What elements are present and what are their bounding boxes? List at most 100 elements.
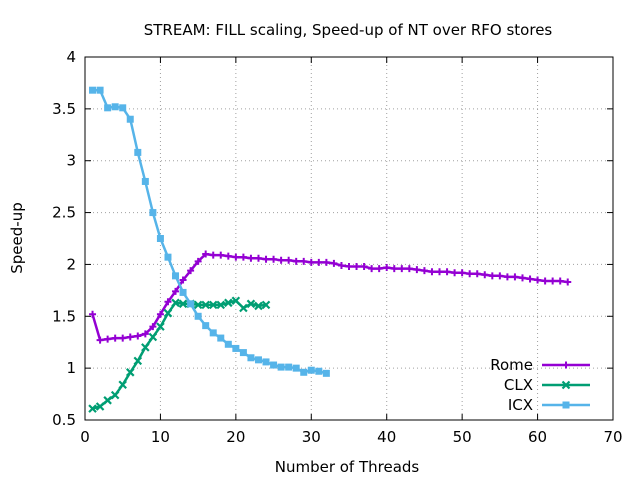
series-line xyxy=(91,252,568,342)
data-point xyxy=(111,334,119,342)
data-point xyxy=(104,335,112,343)
data-point xyxy=(201,300,210,310)
x-tick-label: 0 xyxy=(80,428,90,446)
data-point xyxy=(172,287,180,295)
data-point xyxy=(315,367,323,375)
data-point xyxy=(96,336,104,344)
data-point xyxy=(270,255,278,263)
series-rome xyxy=(89,250,572,344)
data-point xyxy=(126,115,134,123)
data-point xyxy=(322,258,330,266)
data-point xyxy=(232,253,240,261)
legend: Rome CLX ICX xyxy=(490,356,590,414)
data-point xyxy=(315,258,323,266)
data-point xyxy=(443,268,451,276)
data-point xyxy=(172,272,180,280)
data-point xyxy=(337,261,345,269)
data-point xyxy=(254,254,262,262)
grid-lines xyxy=(85,57,613,420)
data-point xyxy=(345,263,353,271)
data-point xyxy=(96,86,104,94)
data-point xyxy=(133,356,143,366)
data-point xyxy=(285,256,293,264)
data-point xyxy=(194,312,202,320)
data-point xyxy=(262,358,270,366)
data-point xyxy=(224,340,232,348)
data-point xyxy=(562,401,570,409)
x-axis-label: Number of Threads xyxy=(275,458,420,476)
data-point xyxy=(292,257,300,265)
x-tick-label: 40 xyxy=(377,428,396,446)
data-point xyxy=(110,390,120,400)
data-point xyxy=(187,300,195,308)
y-tick-label: 3 xyxy=(66,152,76,170)
data-point xyxy=(149,209,157,217)
x-tick-label: 20 xyxy=(226,428,245,446)
data-point xyxy=(88,404,97,413)
data-point xyxy=(360,263,368,271)
data-point xyxy=(118,380,127,390)
data-point xyxy=(209,251,217,259)
data-point xyxy=(420,267,428,275)
data-point xyxy=(119,334,127,342)
data-point xyxy=(564,278,572,286)
x-tick-label: 70 xyxy=(603,428,622,446)
data-point xyxy=(164,298,172,306)
data-point xyxy=(261,300,271,310)
axis-ticks: 0 10 20 30 40 50 60 70 0.5 1 1.5 2 2.5 3 3.5 4 xyxy=(52,48,622,446)
y-tick-label: 1.5 xyxy=(52,307,76,325)
data-point xyxy=(466,270,474,278)
data-point xyxy=(231,296,241,306)
chart-title: STREAM: FILL scaling, Speed-up of NT ove… xyxy=(144,21,553,39)
data-point xyxy=(481,271,489,279)
data-point xyxy=(111,103,119,111)
data-point xyxy=(104,104,112,112)
data-point xyxy=(134,332,142,340)
y-tick-label: 4 xyxy=(66,48,76,66)
data-point xyxy=(285,363,293,371)
data-point xyxy=(217,251,225,259)
plot-frame xyxy=(84,56,614,421)
data-point xyxy=(458,269,466,277)
data-point xyxy=(413,266,421,274)
data-point xyxy=(208,300,218,310)
data-point xyxy=(156,235,164,242)
data-point xyxy=(330,259,338,267)
data-point xyxy=(179,288,187,296)
data-point xyxy=(322,369,330,377)
data-point xyxy=(277,256,285,264)
data-point xyxy=(549,277,557,285)
data-point xyxy=(178,299,188,309)
data-point xyxy=(556,277,564,285)
data-point xyxy=(103,396,112,405)
data-point xyxy=(398,265,406,273)
series-layer xyxy=(88,86,572,413)
data-point xyxy=(246,299,256,309)
data-point xyxy=(156,310,164,318)
data-point xyxy=(216,300,226,310)
data-point xyxy=(383,264,391,272)
data-point xyxy=(307,366,315,374)
data-point xyxy=(353,263,361,271)
data-point xyxy=(307,258,315,266)
data-point xyxy=(488,272,496,280)
data-point xyxy=(232,344,240,352)
data-point xyxy=(119,104,127,112)
data-point xyxy=(148,332,158,342)
series-icx xyxy=(89,86,330,377)
data-point xyxy=(292,364,300,372)
data-point xyxy=(163,308,173,318)
data-point xyxy=(89,86,97,94)
data-point xyxy=(194,257,202,265)
legend-label-icx: ICX xyxy=(508,396,533,414)
data-point xyxy=(239,349,247,357)
series-line xyxy=(92,88,327,375)
data-point xyxy=(141,330,149,338)
data-point xyxy=(125,368,135,377)
data-point xyxy=(541,277,549,285)
y-tick-label: 2 xyxy=(66,255,76,273)
data-point xyxy=(451,269,459,277)
data-point xyxy=(300,368,308,376)
data-point xyxy=(179,276,187,284)
